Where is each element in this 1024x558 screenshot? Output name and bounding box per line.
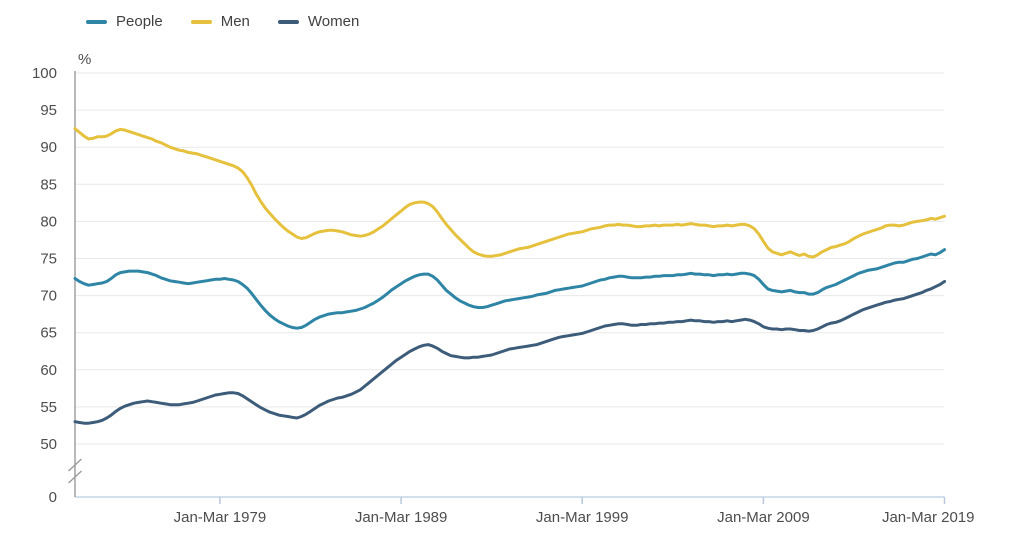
legend-item-women: Women <box>277 13 360 30</box>
legend-label-people: People <box>116 13 163 30</box>
legend-swatch-men <box>190 19 212 24</box>
y-axis-break-mark <box>68 470 82 484</box>
y-axis-label-0: 0 <box>49 489 57 506</box>
y-axis-break-mark <box>68 458 82 472</box>
legend-swatch-people <box>86 19 107 24</box>
y-axis-label-95: 95 <box>40 102 57 119</box>
legend-swatch-women <box>277 19 299 24</box>
x-axis-label-2019: Jan-Mar 2019 <box>882 509 975 526</box>
y-axis-label-75: 75 <box>40 251 57 268</box>
y-axis-label-85: 85 <box>40 176 57 193</box>
legend-label-women: Women <box>307 13 360 30</box>
series-line-people <box>73 248 946 330</box>
x-axis-label-2009: Jan-Mar 2009 <box>717 509 810 526</box>
y-axis-label-55: 55 <box>40 399 57 416</box>
y-axis-label-90: 90 <box>40 139 57 156</box>
y-axis-label-100: 100 <box>32 65 57 82</box>
y-axis-label-50: 50 <box>40 436 57 453</box>
x-axis-label-1979: Jan-Mar 1979 <box>174 509 267 526</box>
chart-legend: People Men Women <box>86 14 359 29</box>
y-axis-label-65: 65 <box>40 325 57 342</box>
legend-item-people: People <box>86 14 163 29</box>
legend-label-men: Men <box>220 13 250 30</box>
series-line-women <box>73 280 946 425</box>
x-axis-label-1989: Jan-Mar 1989 <box>355 509 448 526</box>
y-axis-label-70: 70 <box>40 288 57 305</box>
legend-item-men: Men <box>190 13 250 30</box>
y-axis-unit-label: % <box>78 51 91 68</box>
x-axis-label-1999: Jan-Mar 1999 <box>536 509 629 526</box>
y-axis-label-80: 80 <box>40 213 57 230</box>
y-axis-label-60: 60 <box>40 362 57 379</box>
series-line-men <box>73 127 946 259</box>
